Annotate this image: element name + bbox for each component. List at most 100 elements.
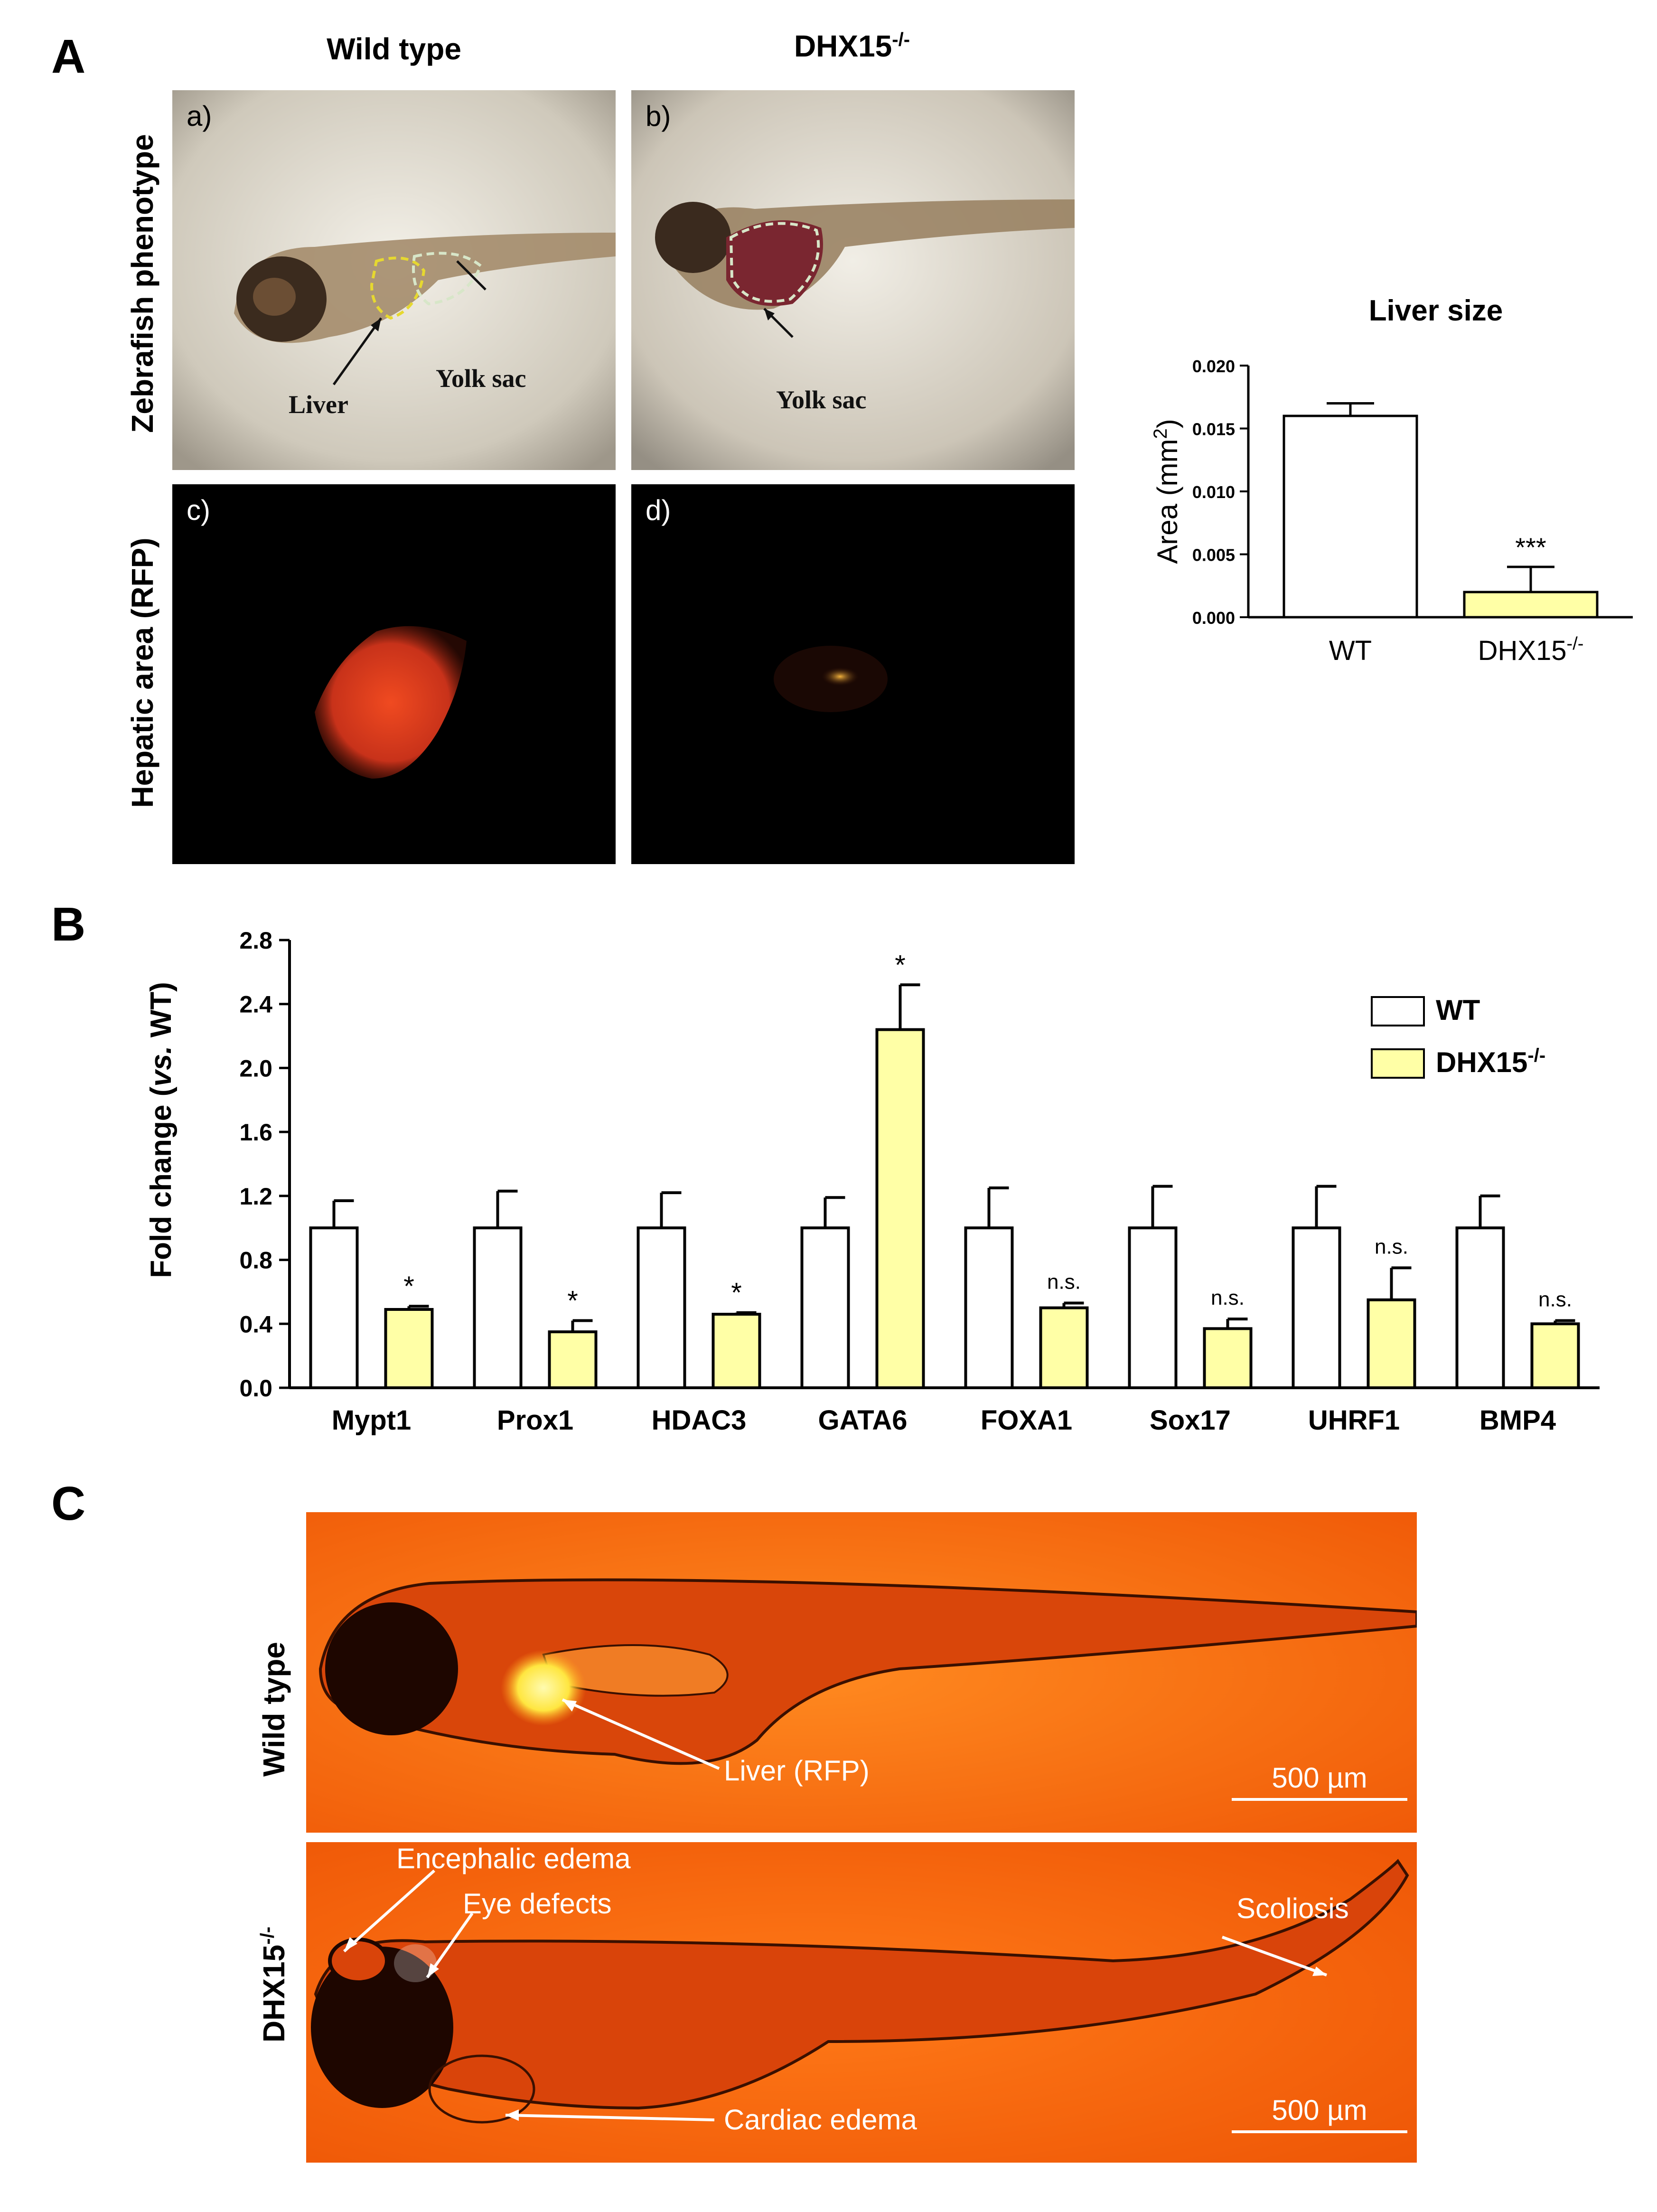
panel-letter-c: C — [51, 1477, 86, 1530]
panel-letter-b: B — [51, 898, 86, 951]
category-label: UHRF1 — [1308, 1405, 1400, 1436]
legend-swatch-dhx15 — [1371, 1048, 1425, 1079]
bar — [964, 1226, 1014, 1389]
legend: WT DHX15-/- — [1371, 994, 1545, 1079]
bar — [384, 1308, 434, 1389]
photo-c-wild-type-rfp: c) — [172, 484, 616, 864]
annotation-yolk-sac-a: Yolk sac — [436, 364, 526, 393]
category-label: DHX15-/- — [1478, 634, 1584, 666]
y-tick-label: 0.000 — [1192, 608, 1235, 628]
photo-c-dhx15-fluorescence: Encephalic edema Eye defects Scoliosis C… — [306, 1842, 1417, 2163]
category-label: GATA6 — [818, 1405, 908, 1436]
bar — [1367, 1298, 1416, 1390]
y-tick-label: 1.6 — [239, 1119, 272, 1146]
significance-label: * — [895, 950, 906, 980]
bar — [637, 1226, 686, 1389]
significance-label: n.s. — [1375, 1235, 1408, 1258]
arrow-yolk-sac-a — [456, 260, 487, 291]
bar — [309, 1226, 359, 1389]
legend-label-dhx15: DHX15-/- — [1436, 1045, 1545, 1078]
bar — [473, 1226, 523, 1389]
arrow-scoliosis — [1221, 1936, 1328, 1977]
y-tick-label: 0.8 — [239, 1247, 272, 1274]
sub-label-a: a) — [187, 100, 212, 132]
bar — [1463, 591, 1599, 619]
significance-label: *** — [1515, 532, 1546, 562]
chart-fold-change: Fold change (vs. WT) 0.0 0.4 0.8 1.2 1.6 2.0 2… — [145, 927, 1600, 1436]
category-label: FOXA1 — [981, 1405, 1072, 1436]
chart-liver-title: Liver size — [1369, 294, 1503, 327]
sub-label-b: b) — [646, 100, 671, 132]
bar — [711, 1313, 761, 1389]
sub-label-c: c) — [187, 494, 210, 526]
photo-d-dhx15-rfp: d) — [631, 484, 1075, 864]
annotation-scoliosis: Scoliosis — [1236, 1892, 1349, 1924]
chart-fold-ylabel: Fold change (vs. WT) — [145, 982, 178, 1278]
arrow-encephalic-edema — [343, 1869, 436, 1953]
col-title-wild-type: Wild type — [327, 32, 461, 66]
bar — [548, 1330, 598, 1389]
annotation-liver-rfp: Liver (RFP) — [724, 1755, 870, 1787]
significance-label: n.s. — [1047, 1271, 1081, 1294]
photo-b-dhx15-brightfield: Yolk sac b) — [631, 90, 1075, 470]
bar — [1128, 1226, 1178, 1389]
bar — [875, 1028, 925, 1390]
zebrafish-wild-type-image: Liver Yolk sac — [172, 90, 616, 470]
row-title-hepatic-area: Hepatic area (RFP) — [125, 537, 159, 808]
zebrafish-c-dhx15-image: Encephalic edema Eye defects Scoliosis C… — [306, 1842, 1417, 2163]
category-label: Mypt1 — [332, 1405, 412, 1436]
annotation-liver: Liver — [289, 390, 348, 419]
zebrafish-c-wild-type-image: Liver (RFP) 500 µm — [306, 1512, 1417, 1833]
y-tick-label: 0.4 — [239, 1311, 272, 1337]
y-tick-label: 0.020 — [1192, 357, 1235, 376]
significance-label: n.s. — [1211, 1286, 1245, 1309]
legend-label-wt: WT — [1436, 994, 1480, 1026]
annotation-yolk-sac-b: Yolk sac — [776, 386, 867, 414]
significance-label: * — [567, 1286, 578, 1317]
significance-label: * — [731, 1278, 742, 1308]
panel-letter-a: A — [51, 30, 86, 83]
col-title-dhx15: DHX15-/- — [794, 29, 910, 63]
hepatic-rfp-wild-type-image — [315, 626, 467, 779]
hepatic-rfp-dhx15-image — [774, 646, 888, 712]
scale-bar-label-bottom: 500 µm — [1272, 2094, 1367, 2126]
bar — [1455, 1226, 1505, 1389]
y-tick-label: 0.010 — [1192, 482, 1235, 502]
annotation-encephalic-edema: Encephalic edema — [396, 1843, 631, 1874]
y-tick-label: 2.0 — [239, 1055, 272, 1082]
category-label: WT — [1329, 635, 1372, 666]
arrow-liver-rfp — [562, 1698, 720, 1770]
y-tick-label: 2.8 — [239, 927, 272, 954]
bar — [1283, 414, 1418, 619]
y-tick-label: 2.4 — [239, 991, 272, 1018]
bar — [800, 1226, 850, 1389]
chart-liver-ylabel: Area (mm2) — [1150, 419, 1183, 564]
significance-label: * — [403, 1271, 414, 1302]
photo-c-wild-type-fluorescence: Liver (RFP) 500 µm — [306, 1512, 1417, 1833]
y-tick-label: 1.2 — [239, 1183, 272, 1210]
category-label: Prox1 — [497, 1405, 573, 1436]
significance-label: n.s. — [1538, 1288, 1572, 1311]
arrow-liver — [332, 317, 383, 386]
arrow-cardiac-edema — [505, 2114, 715, 2121]
annotation-cardiac-edema: Cardiac edema — [724, 2104, 917, 2136]
bar — [1292, 1226, 1341, 1389]
legend-swatch-wt — [1371, 996, 1425, 1026]
photo-a-wild-type-brightfield: Liver Yolk sac a) — [172, 90, 616, 470]
row-title-c-dhx15: DHX15-/- — [257, 1926, 291, 2043]
bar — [1203, 1327, 1253, 1389]
category-label: BMP4 — [1479, 1405, 1556, 1436]
row-title-zebrafish-phenotype: Zebrafish phenotype — [125, 134, 159, 433]
category-label: HDAC3 — [652, 1405, 747, 1436]
bar — [1530, 1322, 1580, 1389]
bar — [1039, 1306, 1089, 1389]
scale-bar-label-top: 500 µm — [1272, 1762, 1367, 1794]
annotation-eye-defects: Eye defects — [463, 1888, 612, 1920]
chart-liver-size: Liver size Area (mm2) 0.000 0.005 0.010 0.0… — [1150, 294, 1633, 666]
y-tick-label: 0.0 — [239, 1375, 272, 1402]
sub-label-d: d) — [646, 494, 671, 526]
y-tick-label: 0.015 — [1192, 420, 1235, 439]
zebrafish-dhx15-image: Yolk sac — [631, 90, 1075, 470]
category-label: Sox17 — [1150, 1405, 1231, 1436]
row-title-c-wild-type: Wild type — [257, 1642, 291, 1777]
